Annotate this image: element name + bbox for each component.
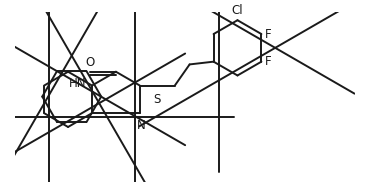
Text: F: F <box>265 28 272 41</box>
Text: F: F <box>265 55 272 68</box>
Text: Cl: Cl <box>232 4 243 16</box>
Text: HN: HN <box>69 77 87 90</box>
Text: O: O <box>85 56 95 69</box>
Text: N: N <box>137 119 146 132</box>
Text: S: S <box>154 93 161 106</box>
